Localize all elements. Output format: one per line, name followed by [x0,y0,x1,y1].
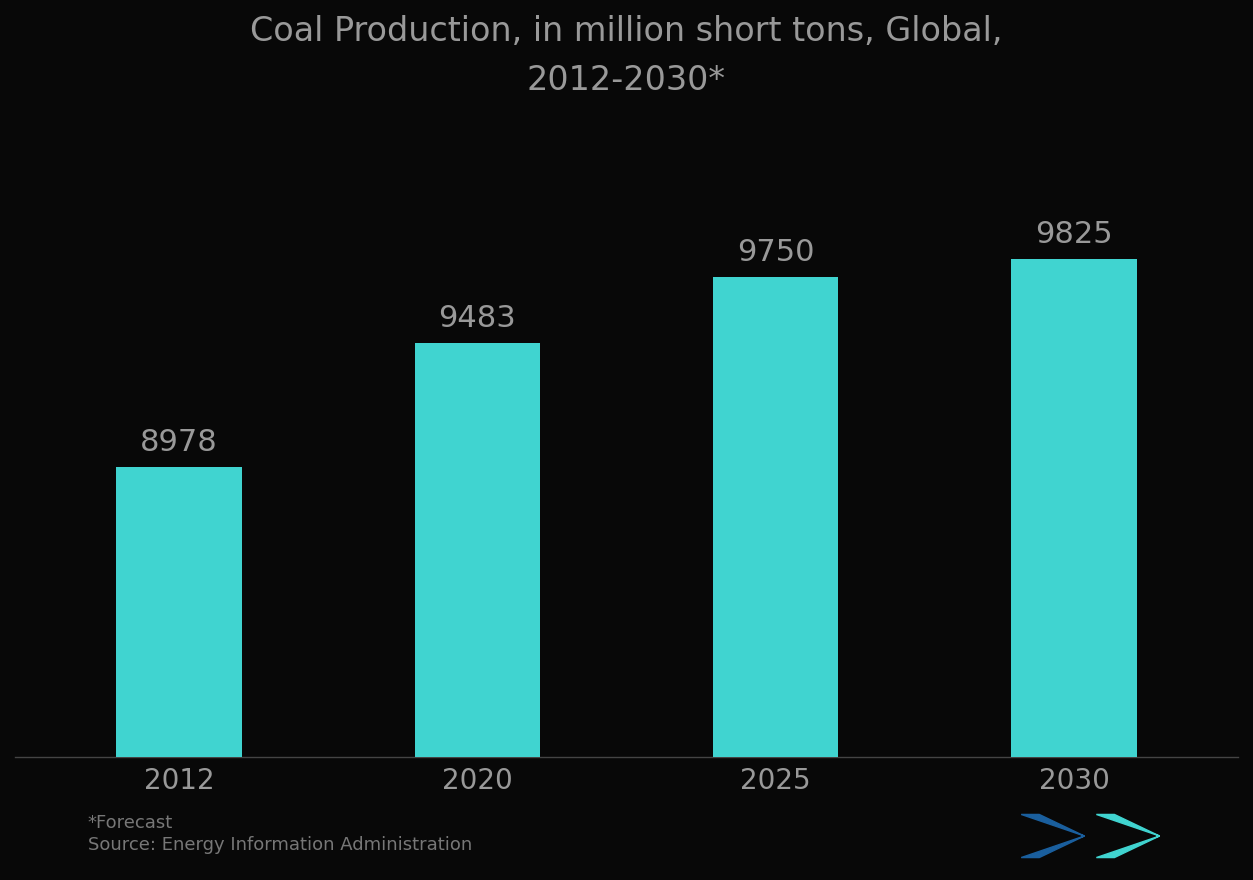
Text: 8978: 8978 [140,429,218,458]
Bar [415,343,540,880]
Polygon shape [1021,815,1084,857]
Bar [117,467,242,880]
Text: 9483: 9483 [439,304,516,334]
Bar [713,277,838,880]
Text: 9825: 9825 [1035,220,1113,249]
Title: Coal Production, in million short tons, Global,
2012-2030*: Coal Production, in million short tons, … [251,15,1002,97]
Text: 9750: 9750 [737,238,814,268]
Polygon shape [1096,815,1159,857]
Text: Source: Energy Information Administration: Source: Energy Information Administratio… [88,836,472,854]
Bar [1011,259,1136,880]
Text: *Forecast: *Forecast [88,814,173,832]
